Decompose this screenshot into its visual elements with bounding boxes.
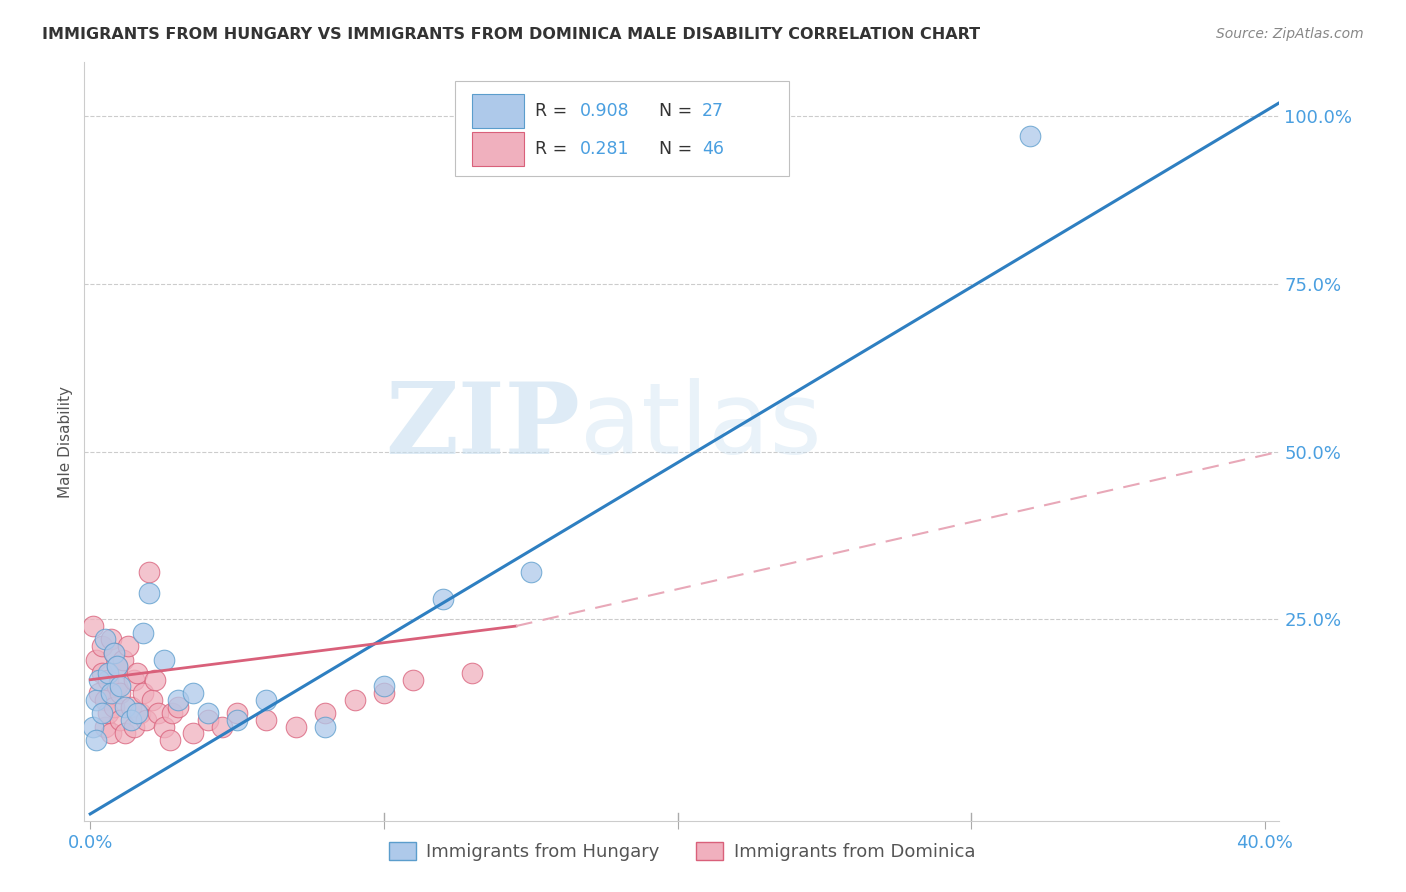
Point (97, 706, 120, 721)
Text: R =: R = (534, 140, 572, 158)
Point (108, 680, 131, 694)
Text: IMMIGRANTS FROM HUNGARY VS IMMIGRANTS FROM DOMINICA MALE DISABILITY CORRELATION : IMMIGRANTS FROM HUNGARY VS IMMIGRANTS FR… (42, 27, 980, 42)
Text: R =: R = (534, 102, 572, 120)
Point (117, 639, 139, 653)
Point (114, 699, 136, 714)
Point (124, 720, 146, 734)
Point (254, 713, 277, 727)
Point (211, 720, 233, 734)
Point (461, 666, 484, 681)
Point (167, 693, 190, 707)
Point (114, 726, 136, 740)
Point (162, 706, 184, 721)
Point (373, 686, 395, 700)
Point (97, 666, 120, 681)
Point (129, 706, 152, 721)
Point (100, 632, 122, 647)
Point (100, 686, 122, 700)
Text: ZIP: ZIP (385, 378, 581, 475)
Point (127, 666, 149, 681)
Point (124, 673, 146, 687)
Point (132, 686, 155, 700)
Point (402, 673, 425, 687)
Point (141, 693, 163, 707)
Point (167, 699, 190, 714)
Point (226, 706, 249, 721)
Point (87, 686, 110, 700)
Point (314, 720, 336, 734)
FancyBboxPatch shape (456, 81, 790, 177)
Point (146, 706, 169, 721)
Text: 0.281: 0.281 (581, 140, 630, 158)
Point (111, 652, 134, 666)
Text: 0.908: 0.908 (581, 102, 630, 120)
Point (432, 592, 454, 607)
Point (84, 733, 107, 747)
Legend: Immigrants from Hungary, Immigrants from Dominica: Immigrants from Hungary, Immigrants from… (381, 835, 983, 869)
Point (105, 659, 128, 673)
Point (82, 720, 104, 734)
Point (91, 706, 114, 721)
Text: N =: N = (648, 140, 699, 158)
Point (519, 566, 541, 580)
Point (84, 693, 107, 707)
Point (105, 680, 128, 694)
FancyBboxPatch shape (471, 95, 524, 128)
Point (343, 693, 366, 707)
Y-axis label: Male Disability: Male Disability (58, 385, 73, 498)
Text: N =: N = (648, 102, 699, 120)
Point (94, 720, 117, 734)
Point (87, 673, 110, 687)
Point (254, 693, 277, 707)
Point (135, 713, 157, 727)
Point (120, 699, 142, 714)
Point (97, 673, 120, 687)
Point (91, 639, 114, 653)
Point (284, 720, 307, 734)
Point (108, 686, 131, 700)
Point (181, 686, 204, 700)
Point (159, 733, 181, 747)
Text: atlas: atlas (581, 378, 823, 475)
Point (314, 706, 336, 721)
Text: 27: 27 (702, 102, 724, 120)
Point (181, 726, 204, 740)
Point (226, 713, 249, 727)
Point (127, 706, 149, 721)
Point (103, 699, 125, 714)
Point (152, 720, 174, 734)
Point (138, 566, 160, 580)
Point (94, 632, 117, 647)
Point (152, 652, 174, 666)
Point (103, 646, 125, 660)
Point (197, 713, 219, 727)
Point (91, 666, 114, 681)
FancyBboxPatch shape (471, 132, 524, 166)
Point (103, 646, 125, 660)
Point (138, 585, 160, 599)
Point (100, 726, 122, 740)
Point (84, 652, 107, 666)
Point (94, 693, 117, 707)
Point (82, 619, 104, 633)
Point (108, 713, 131, 727)
Text: Source: ZipAtlas.com: Source: ZipAtlas.com (1216, 27, 1364, 41)
Point (1018, 129, 1040, 144)
Text: 46: 46 (702, 140, 724, 158)
Point (132, 625, 155, 640)
Point (120, 713, 142, 727)
Point (197, 706, 219, 721)
Point (373, 680, 395, 694)
Point (105, 659, 128, 673)
Point (143, 673, 166, 687)
